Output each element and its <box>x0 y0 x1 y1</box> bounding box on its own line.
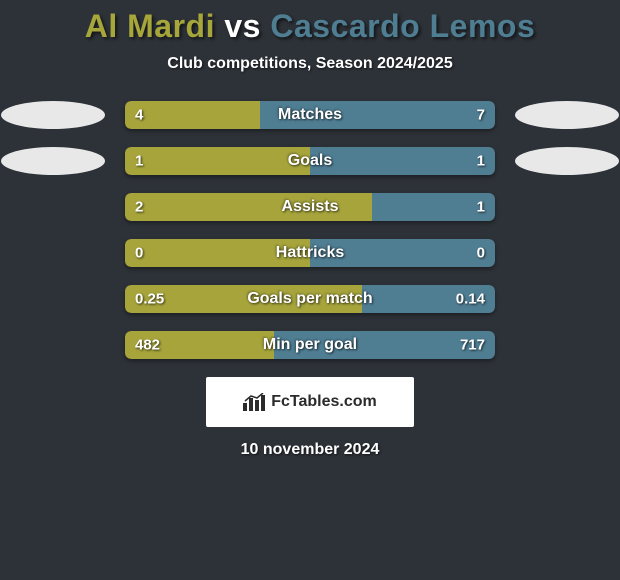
right-ellipse <box>515 147 619 175</box>
stat-label: Goals <box>288 152 332 170</box>
stat-bar: Assists 2 1 <box>125 193 495 221</box>
chart-icon <box>243 393 265 411</box>
stat-value-left: 0 <box>135 245 143 262</box>
left-ellipse <box>1 239 105 267</box>
left-ellipse <box>1 193 105 221</box>
title-player2: Cascardo Lemos <box>270 8 535 44</box>
stat-value-left: 482 <box>135 337 160 354</box>
stat-value-right: 1 <box>477 199 485 216</box>
stat-row: Matches 4 7 <box>0 101 620 129</box>
stat-bar: Goals 1 1 <box>125 147 495 175</box>
title-vs: vs <box>224 8 261 44</box>
stat-bar: Matches 4 7 <box>125 101 495 129</box>
right-fill <box>310 147 495 175</box>
source-badge-text: FcTables.com <box>271 393 377 411</box>
source-badge: FcTables.com <box>206 377 414 427</box>
left-ellipse <box>1 285 105 313</box>
stat-label: Matches <box>278 106 342 124</box>
stat-label: Assists <box>282 198 339 216</box>
right-ellipse <box>515 101 619 129</box>
stat-bar: Goals per match 0.25 0.14 <box>125 285 495 313</box>
left-fill <box>125 101 260 129</box>
stat-value-left: 2 <box>135 199 143 216</box>
stat-row: Hattricks 0 0 <box>0 239 620 267</box>
right-ellipse <box>515 239 619 267</box>
title-player1: Al Mardi <box>85 8 215 44</box>
left-ellipse <box>1 331 105 359</box>
stat-rows: Matches 4 7 Goals 1 1 Assists 2 1 Hattricks 0 0 Goal… <box>0 101 620 359</box>
stat-bar: Hattricks 0 0 <box>125 239 495 267</box>
stat-label: Min per goal <box>263 336 357 354</box>
date-text: 10 november 2024 <box>0 441 620 459</box>
right-ellipse <box>515 285 619 313</box>
stat-value-left: 1 <box>135 153 143 170</box>
stat-row: Goals per match 0.25 0.14 <box>0 285 620 313</box>
left-ellipse <box>1 147 105 175</box>
page-title: Al Mardi vs Cascardo Lemos <box>0 0 620 45</box>
stat-value-right: 1 <box>477 153 485 170</box>
stat-row: Assists 2 1 <box>0 193 620 221</box>
left-fill <box>125 147 310 175</box>
stat-row: Min per goal 482 717 <box>0 331 620 359</box>
stat-value-right: 717 <box>460 337 485 354</box>
stat-label: Goals per match <box>247 290 372 308</box>
right-ellipse <box>515 193 619 221</box>
right-ellipse <box>515 331 619 359</box>
subtitle: Club competitions, Season 2024/2025 <box>0 55 620 73</box>
stat-value-right: 0.14 <box>456 291 485 308</box>
stat-value-left: 0.25 <box>135 291 164 308</box>
stat-bar: Min per goal 482 717 <box>125 331 495 359</box>
stat-label: Hattricks <box>276 244 344 262</box>
left-ellipse <box>1 101 105 129</box>
stat-value-left: 4 <box>135 107 143 124</box>
stat-row: Goals 1 1 <box>0 147 620 175</box>
stat-value-right: 0 <box>477 245 485 262</box>
stat-value-right: 7 <box>477 107 485 124</box>
